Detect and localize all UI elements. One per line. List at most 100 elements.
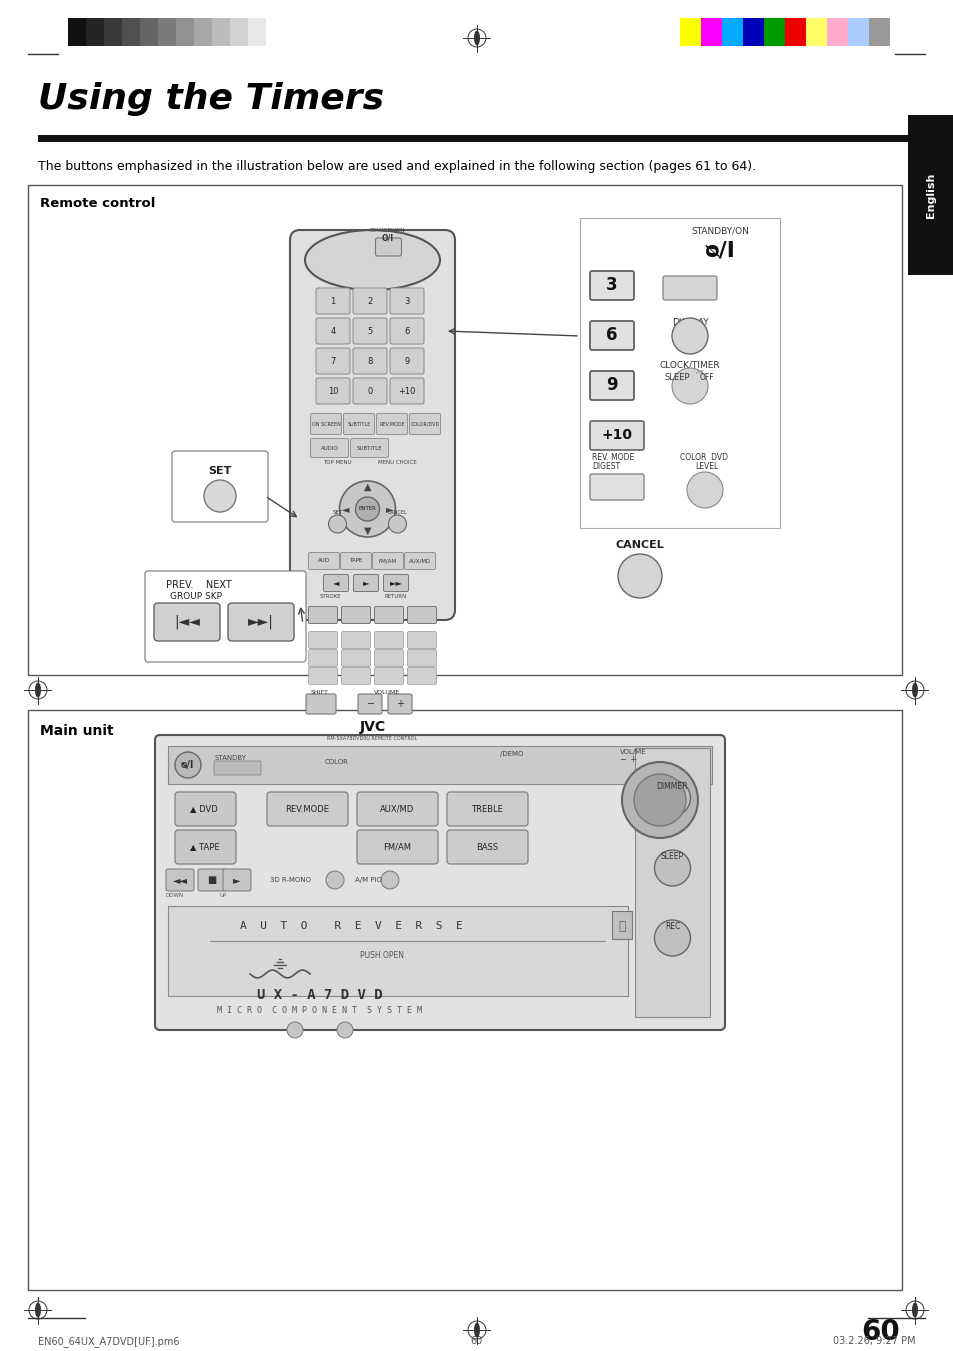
Bar (28, 711, 901, 1290)
Bar (907, 115, 953, 276)
Text: UP: UP (220, 893, 227, 898)
FancyBboxPatch shape (223, 869, 251, 892)
Text: REV.MODE: REV.MODE (378, 422, 404, 427)
FancyBboxPatch shape (353, 317, 387, 345)
FancyBboxPatch shape (375, 631, 403, 648)
Text: REV.MODE: REV.MODE (285, 804, 329, 813)
Text: O/I: O/I (381, 234, 394, 242)
FancyBboxPatch shape (341, 631, 370, 648)
FancyBboxPatch shape (589, 422, 643, 450)
FancyBboxPatch shape (154, 735, 724, 1029)
Text: SET: SET (208, 466, 232, 476)
Text: 7: 7 (330, 357, 335, 366)
Ellipse shape (912, 684, 916, 697)
FancyBboxPatch shape (375, 607, 403, 624)
Text: ■: ■ (207, 875, 216, 885)
FancyBboxPatch shape (447, 830, 527, 865)
Text: 03.2.26, 9:27 PM: 03.2.26, 9:27 PM (833, 1336, 915, 1346)
Bar (266, 18, 284, 46)
Text: 3: 3 (404, 296, 409, 305)
Text: A.P.: A.P. (696, 370, 705, 376)
Text: SLEEP: SLEEP (664, 373, 690, 382)
Bar (38, 135, 907, 142)
Text: DISPLAY: DISPLAY (671, 317, 707, 327)
Text: 8: 8 (367, 357, 373, 366)
Text: STANDBY/ON: STANDBY/ON (690, 226, 748, 235)
FancyBboxPatch shape (308, 650, 337, 666)
Text: 10: 10 (328, 386, 338, 396)
Text: COLOR  DVD: COLOR DVD (679, 453, 727, 462)
Text: SLEEP: SLEEP (660, 852, 683, 861)
FancyBboxPatch shape (340, 553, 371, 570)
Text: The buttons emphasized in the illustration below are used and explained in the f: The buttons emphasized in the illustrati… (38, 159, 756, 173)
Text: LEVEL: LEVEL (695, 462, 718, 471)
Circle shape (328, 515, 346, 534)
Circle shape (355, 497, 379, 521)
FancyBboxPatch shape (153, 603, 220, 640)
Text: ᴓ/I: ᴓ/I (704, 240, 735, 259)
Text: PREV.    NEXT: PREV. NEXT (166, 580, 232, 590)
Text: STROKE: STROKE (319, 593, 341, 598)
Circle shape (686, 471, 722, 508)
FancyBboxPatch shape (198, 869, 226, 892)
FancyBboxPatch shape (310, 413, 341, 435)
Text: SUBTITLE: SUBTITLE (347, 422, 371, 427)
Bar (175, 18, 193, 46)
Ellipse shape (305, 230, 439, 290)
Text: AUX/MD: AUX/MD (379, 804, 414, 813)
Circle shape (654, 850, 690, 886)
Text: RETURN: RETURN (385, 593, 407, 598)
Text: MENU CHOICE: MENU CHOICE (377, 459, 416, 465)
Text: ▲: ▲ (363, 482, 371, 492)
FancyBboxPatch shape (357, 694, 381, 713)
Text: TOP MENU: TOP MENU (322, 459, 351, 465)
Text: |◄◄: |◄◄ (173, 615, 200, 630)
FancyBboxPatch shape (290, 230, 455, 620)
FancyBboxPatch shape (353, 349, 387, 374)
Bar (742, 18, 763, 46)
Bar (104, 18, 122, 46)
Text: STANDBY/ON: STANDBY/ON (370, 227, 405, 232)
Circle shape (634, 774, 685, 825)
FancyBboxPatch shape (308, 667, 337, 685)
FancyBboxPatch shape (341, 607, 370, 624)
FancyBboxPatch shape (228, 603, 294, 640)
FancyBboxPatch shape (383, 574, 408, 592)
Text: BASS: BASS (476, 843, 497, 851)
Circle shape (618, 554, 661, 598)
Ellipse shape (35, 1304, 40, 1317)
Circle shape (287, 1021, 303, 1038)
Text: SHIFT: SHIFT (311, 689, 329, 694)
Text: AUD: AUD (317, 558, 330, 563)
Text: 🔒: 🔒 (618, 920, 625, 932)
Circle shape (671, 367, 707, 404)
Bar (847, 18, 868, 46)
Bar (68, 18, 86, 46)
Circle shape (621, 762, 698, 838)
FancyBboxPatch shape (343, 413, 375, 435)
FancyBboxPatch shape (174, 830, 235, 865)
Text: VOL/ME: VOL/ME (619, 748, 646, 755)
FancyBboxPatch shape (589, 272, 634, 300)
FancyBboxPatch shape (589, 372, 634, 400)
Bar (579, 218, 780, 528)
Text: ─: ─ (367, 698, 373, 709)
FancyBboxPatch shape (172, 451, 268, 521)
Text: ENTER: ENTER (358, 507, 376, 512)
Bar (168, 746, 711, 784)
Text: English: English (925, 173, 935, 218)
Text: ─  +: ─ + (619, 755, 637, 765)
FancyBboxPatch shape (308, 553, 339, 570)
Text: 3: 3 (605, 276, 618, 295)
FancyBboxPatch shape (376, 413, 407, 435)
Text: ►►|: ►►| (248, 615, 274, 630)
Text: REC: REC (664, 921, 679, 931)
FancyBboxPatch shape (315, 317, 350, 345)
Circle shape (174, 753, 201, 778)
FancyBboxPatch shape (407, 650, 436, 666)
Bar (612, 911, 631, 939)
FancyBboxPatch shape (372, 553, 403, 570)
FancyBboxPatch shape (341, 667, 370, 685)
Text: ▲ TAPE: ▲ TAPE (190, 843, 219, 851)
Text: ▼: ▼ (363, 526, 371, 536)
